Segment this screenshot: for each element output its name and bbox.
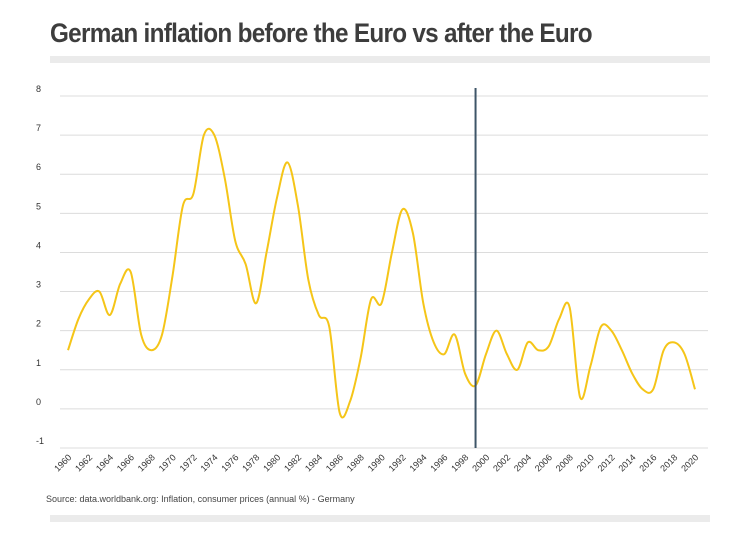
x-tick-label: 1998	[449, 452, 470, 473]
x-tick-label: 2002	[491, 452, 512, 473]
x-tick-label: 2012	[596, 452, 617, 473]
x-tick-label: 1978	[240, 452, 261, 473]
x-tick-label: 1986	[324, 452, 345, 473]
y-tick-label: 5	[36, 201, 41, 211]
x-tick-label: 1992	[387, 452, 408, 473]
x-tick-label: 1988	[345, 452, 366, 473]
x-tick-label: 2008	[554, 452, 575, 473]
bottom-divider	[50, 515, 710, 522]
y-tick-label: 6	[36, 162, 41, 172]
x-tick-label: 1982	[282, 452, 303, 473]
x-tick-label: 1984	[303, 452, 324, 473]
y-tick-label: -1	[36, 436, 44, 446]
x-tick-label: 2006	[533, 452, 554, 473]
inflation-line	[67, 127, 696, 419]
y-tick-label: 3	[36, 280, 41, 290]
y-tick-label: 4	[36, 240, 41, 250]
chart-title: German inflation before the Euro vs afte…	[50, 18, 593, 48]
y-tick-label: 0	[36, 397, 41, 407]
y-tick-label: 7	[36, 123, 41, 133]
x-tick-label: 1976	[219, 452, 240, 473]
x-tick-label: 1968	[136, 452, 157, 473]
y-tick-label: 1	[36, 358, 41, 368]
x-tick-label: 1980	[261, 452, 282, 473]
y-tick-label: 2	[36, 319, 41, 329]
x-tick-label: 1996	[428, 452, 449, 473]
top-divider	[50, 56, 710, 63]
x-tick-label: 1966	[115, 452, 136, 473]
x-tick-label: 1974	[198, 452, 219, 473]
x-tick-label: 1970	[157, 452, 178, 473]
x-tick-label: 1994	[407, 452, 428, 473]
x-tick-label: 1964	[94, 452, 115, 473]
x-tick-label: 1962	[73, 452, 94, 473]
x-tick-label: 1960	[52, 452, 73, 473]
x-tick-label: 1972	[178, 452, 199, 473]
x-tick-label: 2020	[679, 452, 700, 473]
source-note: Source: data.worldbank.org: Inflation, c…	[46, 494, 355, 504]
x-tick-label: 2000	[470, 452, 491, 473]
x-tick-label: 1990	[366, 452, 387, 473]
x-tick-label: 2018	[658, 452, 679, 473]
x-tick-label: 2016	[637, 452, 658, 473]
x-tick-label: 2010	[575, 452, 596, 473]
x-tick-label: 2004	[512, 452, 533, 473]
y-tick-label: 8	[36, 84, 41, 94]
x-tick-label: 2014	[616, 452, 637, 473]
